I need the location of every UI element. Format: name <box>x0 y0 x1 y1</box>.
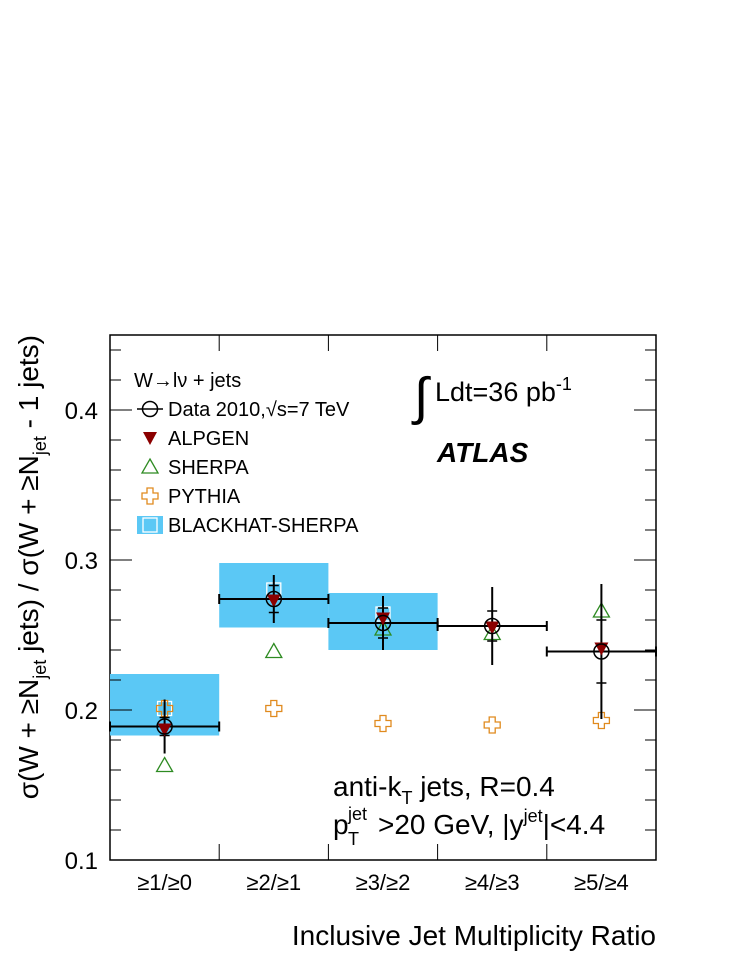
data-point <box>265 590 283 608</box>
y-axis-ticks: 0.1 0.2 0.3 0.4 <box>65 349 656 875</box>
x-tick-label: ≥3/≥2 <box>356 870 411 895</box>
alpgen-point <box>266 594 281 608</box>
alpgen-point <box>594 642 609 656</box>
legend-label: BLACKHAT-SHERPA <box>168 515 359 537</box>
algo-label: anti-kT jets, R=0.4 <box>333 771 555 808</box>
x-axis-title: Inclusive Jet Multiplicity Ratio <box>292 920 656 951</box>
alpgen-point <box>157 723 172 737</box>
cut-sub1: T <box>348 829 359 849</box>
sherpa-point <box>264 642 283 659</box>
legend-label: ALPGEN <box>168 428 249 450</box>
legend-swatch-band-marker <box>142 517 158 533</box>
legend-swatch-band <box>137 516 163 534</box>
y-title-p2: jets) / σ(W + ≥N <box>13 455 44 660</box>
sherpa-point <box>155 756 174 773</box>
experiment-label: ATLAS <box>436 437 529 468</box>
pythia-point <box>592 711 611 730</box>
cut-sup1: jet <box>347 804 367 824</box>
legend-title: W→lν + jets <box>134 370 241 392</box>
x-tick-label: ≥1/≥0 <box>137 870 192 895</box>
lumi-label: Ldt=36 pb-1 <box>435 374 572 407</box>
data-point <box>593 643 610 660</box>
data-point <box>156 718 173 735</box>
alpgen-point <box>485 621 500 635</box>
cut-label-rest: >20 GeV, |yjet|<4.4 <box>378 806 605 840</box>
legend-swatch-marker <box>143 432 157 445</box>
x-tick-label: ≥5/≥4 <box>574 870 629 895</box>
y-tick-label: 0.1 <box>65 848 98 875</box>
y-title-sub1: jet <box>30 660 50 680</box>
y-title-p1: σ(W + ≥N <box>13 679 44 800</box>
pythia-point <box>374 714 392 733</box>
data-point <box>483 617 501 635</box>
y-title-sub2: jet <box>30 436 50 456</box>
integral-sign: ∫ <box>411 368 431 426</box>
algo-text-a: anti-k <box>333 771 402 802</box>
x-tick-label: ≥2/≥1 <box>246 870 301 895</box>
y-title-p3: - 1 jets) <box>13 335 44 436</box>
cut-p: p <box>333 809 349 840</box>
plot-frame <box>109 334 657 861</box>
pythia-point <box>265 699 283 718</box>
y-tick-label: 0.3 <box>65 548 98 575</box>
cut-text-b: >20 GeV, |y <box>378 809 524 840</box>
pythia-point <box>155 699 174 718</box>
legend: W→lν + jets Data 2010,√s=7 TeV ALPGEN SHERP… <box>134 370 359 537</box>
x-axis-ticks: ≥1/≥0 ≥2/≥1 ≥3/≥2 ≥4/≥3 ≥5/≥4 <box>137 335 629 895</box>
y-axis-title: σ(W + ≥Njet jets) / σ(W + ≥Njet - 1 jets… <box>13 335 50 799</box>
legend-swatch-marker <box>140 457 160 474</box>
data-marks <box>109 575 657 773</box>
lumi-text: Ldt=36 pb <box>435 377 556 407</box>
algo-text-b: jets, R=0.4 <box>412 771 554 802</box>
legend-label: Data 2010,√s=7 TeV <box>168 399 350 421</box>
y-tick-label: 0.4 <box>65 398 98 425</box>
lumi-superscript: -1 <box>556 374 572 394</box>
cut-sup2: jet <box>523 806 543 826</box>
x-tick-label: ≥4/≥3 <box>465 870 520 895</box>
pythia-point <box>483 716 501 734</box>
legend-label: PYTHIA <box>168 486 241 508</box>
cut-text-c: |<4.4 <box>543 809 606 840</box>
legend-swatch-marker <box>141 487 159 505</box>
legend-label: SHERPA <box>168 457 249 479</box>
data-point <box>374 614 392 632</box>
algo-subscript: T <box>401 788 412 808</box>
legend-swatch-data <box>141 400 159 418</box>
y-tick-label: 0.2 <box>65 698 98 725</box>
